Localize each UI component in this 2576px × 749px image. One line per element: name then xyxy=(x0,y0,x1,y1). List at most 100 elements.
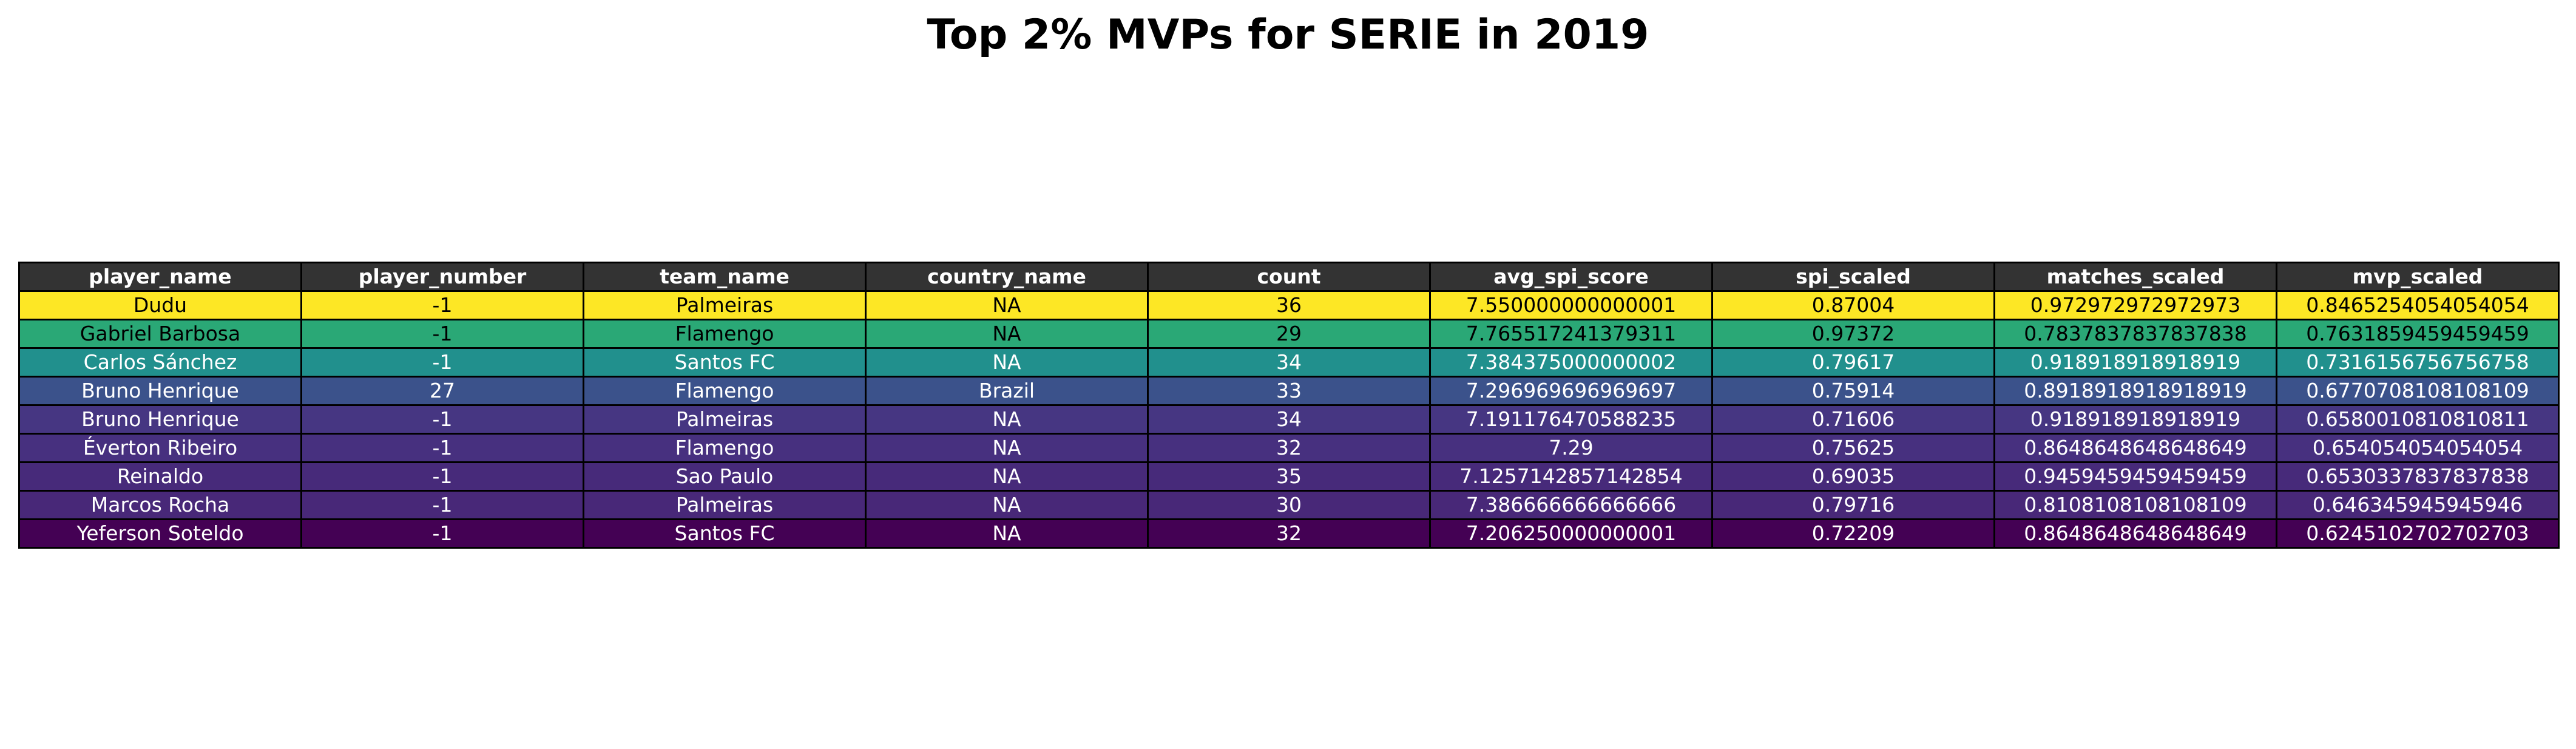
cell-matches-scaled: 0.972972972972973 xyxy=(1993,290,2277,320)
cell-avg-spi-score: 7.550000000000001 xyxy=(1429,290,1713,320)
cell-spi-scaled: 0.79617 xyxy=(1711,347,1995,378)
cell-count: 35 xyxy=(1147,461,1431,492)
cell-team-name: Santos FC xyxy=(583,518,867,549)
cell-avg-spi-score: 7.384375000000002 xyxy=(1429,347,1713,378)
cell-count: 32 xyxy=(1147,518,1431,549)
cell-matches-scaled: 0.7837837837837838 xyxy=(1993,319,2277,349)
table-header-row: player_name player_number team_name country… xyxy=(18,262,2560,292)
column-header-player-name: player_name xyxy=(18,262,302,292)
cell-player-number: 27 xyxy=(300,376,584,406)
cell-team-name: Santos FC xyxy=(583,347,867,378)
table-row: Dudu -1 Palmeiras NA 36 7.550000000000001 0.87… xyxy=(18,290,2560,320)
column-header-team-name: team_name xyxy=(583,262,867,292)
cell-team-name: Flamengo xyxy=(583,319,867,349)
column-header-country-name: country_name xyxy=(865,262,1149,292)
cell-spi-scaled: 0.75625 xyxy=(1711,433,1995,463)
cell-mvp-scaled: 0.6770708108108109 xyxy=(2276,376,2560,406)
cell-avg-spi-score: 7.206250000000001 xyxy=(1429,518,1713,549)
cell-avg-spi-score: 7.191176470588235 xyxy=(1429,404,1713,435)
cell-player-number: -1 xyxy=(300,518,584,549)
cell-country-name: NA xyxy=(865,518,1149,549)
cell-player-number: -1 xyxy=(300,433,584,463)
cell-spi-scaled: 0.71606 xyxy=(1711,404,1995,435)
table-body: Dudu -1 Palmeiras NA 36 7.550000000000001 0.87… xyxy=(18,290,2560,549)
cell-team-name: Palmeiras xyxy=(583,404,867,435)
cell-team-name: Flamengo xyxy=(583,433,867,463)
cell-avg-spi-score: 7.29 xyxy=(1429,433,1713,463)
cell-player-number: -1 xyxy=(300,290,584,320)
cell-country-name: NA xyxy=(865,290,1149,320)
cell-count: 33 xyxy=(1147,376,1431,406)
cell-player-name: Bruno Henrique xyxy=(18,376,302,406)
cell-mvp-scaled: 0.6245102702702703 xyxy=(2276,518,2560,549)
cell-mvp-scaled: 0.8465254054054054 xyxy=(2276,290,2560,320)
cell-count: 36 xyxy=(1147,290,1431,320)
cell-matches-scaled: 0.8918918918918919 xyxy=(1993,376,2277,406)
cell-player-name: Éverton Ribeiro xyxy=(18,433,302,463)
cell-player-number: -1 xyxy=(300,347,584,378)
cell-matches-scaled: 0.8108108108108109 xyxy=(1993,490,2277,520)
cell-mvp-scaled: 0.7631859459459459 xyxy=(2276,319,2560,349)
column-header-avg-spi-score: avg_spi_score xyxy=(1429,262,1713,292)
cell-country-name: Brazil xyxy=(865,376,1149,406)
column-header-count: count xyxy=(1147,262,1431,292)
cell-team-name: Palmeiras xyxy=(583,290,867,320)
table-row: Gabriel Barbosa -1 Flamengo NA 29 7.765517241… xyxy=(18,319,2560,349)
cell-team-name: Palmeiras xyxy=(583,490,867,520)
table-row: Marcos Rocha -1 Palmeiras NA 30 7.38666666666… xyxy=(18,490,2560,520)
cell-avg-spi-score: 7.386666666666666 xyxy=(1429,490,1713,520)
cell-avg-spi-score: 7.1257142857142854 xyxy=(1429,461,1713,492)
column-header-mvp-scaled: mvp_scaled xyxy=(2276,262,2560,292)
table-row: Bruno Henrique -1 Palmeiras NA 34 7.191176470… xyxy=(18,404,2560,435)
cell-player-name: Carlos Sánchez xyxy=(18,347,302,378)
cell-country-name: NA xyxy=(865,490,1149,520)
cell-player-number: -1 xyxy=(300,461,584,492)
mvp-table: player_name player_number team_name country… xyxy=(18,262,2560,549)
cell-country-name: NA xyxy=(865,347,1149,378)
cell-spi-scaled: 0.69035 xyxy=(1711,461,1995,492)
table-row: Éverton Ribeiro -1 Flamengo NA 32 7.29 0.75625… xyxy=(18,433,2560,463)
table-row: Bruno Henrique 27 Flamengo Brazil 33 7.296969… xyxy=(18,376,2560,406)
cell-player-name: Bruno Henrique xyxy=(18,404,302,435)
cell-mvp-scaled: 0.654054054054054 xyxy=(2276,433,2560,463)
cell-country-name: NA xyxy=(865,404,1149,435)
cell-player-name: Dudu xyxy=(18,290,302,320)
cell-matches-scaled: 0.8648648648648649 xyxy=(1993,518,2277,549)
cell-country-name: NA xyxy=(865,461,1149,492)
cell-avg-spi-score: 7.765517241379311 xyxy=(1429,319,1713,349)
cell-count: 30 xyxy=(1147,490,1431,520)
cell-country-name: NA xyxy=(865,433,1149,463)
column-header-player-number: player_number xyxy=(300,262,584,292)
cell-spi-scaled: 0.75914 xyxy=(1711,376,1995,406)
cell-count: 32 xyxy=(1147,433,1431,463)
cell-mvp-scaled: 0.646345945945946 xyxy=(2276,490,2560,520)
cell-team-name: Sao Paulo xyxy=(583,461,867,492)
cell-mvp-scaled: 0.7316156756756758 xyxy=(2276,347,2560,378)
cell-player-name: Gabriel Barbosa xyxy=(18,319,302,349)
cell-matches-scaled: 0.9459459459459459 xyxy=(1993,461,2277,492)
cell-matches-scaled: 0.918918918918919 xyxy=(1993,347,2277,378)
column-header-spi-scaled: spi_scaled xyxy=(1711,262,1995,292)
cell-player-number: -1 xyxy=(300,490,584,520)
cell-player-name: Yeferson Soteldo xyxy=(18,518,302,549)
table-row: Yeferson Soteldo -1 Santos FC NA 32 7.2062500… xyxy=(18,518,2560,549)
cell-mvp-scaled: 0.6580010810810811 xyxy=(2276,404,2560,435)
cell-mvp-scaled: 0.6530337837837838 xyxy=(2276,461,2560,492)
table-row: Carlos Sánchez -1 Santos FC NA 34 7.384375000… xyxy=(18,347,2560,378)
cell-country-name: NA xyxy=(865,319,1149,349)
cell-avg-spi-score: 7.296969696969697 xyxy=(1429,376,1713,406)
cell-count: 34 xyxy=(1147,347,1431,378)
cell-count: 29 xyxy=(1147,319,1431,349)
cell-player-name: Marcos Rocha xyxy=(18,490,302,520)
cell-player-number: -1 xyxy=(300,404,584,435)
cell-count: 34 xyxy=(1147,404,1431,435)
cell-team-name: Flamengo xyxy=(583,376,867,406)
cell-matches-scaled: 0.918918918918919 xyxy=(1993,404,2277,435)
cell-player-name: Reinaldo xyxy=(18,461,302,492)
cell-spi-scaled: 0.72209 xyxy=(1711,518,1995,549)
cell-spi-scaled: 0.87004 xyxy=(1711,290,1995,320)
cell-player-number: -1 xyxy=(300,319,584,349)
column-header-matches-scaled: matches_scaled xyxy=(1993,262,2277,292)
cell-spi-scaled: 0.79716 xyxy=(1711,490,1995,520)
cell-spi-scaled: 0.97372 xyxy=(1711,319,1995,349)
